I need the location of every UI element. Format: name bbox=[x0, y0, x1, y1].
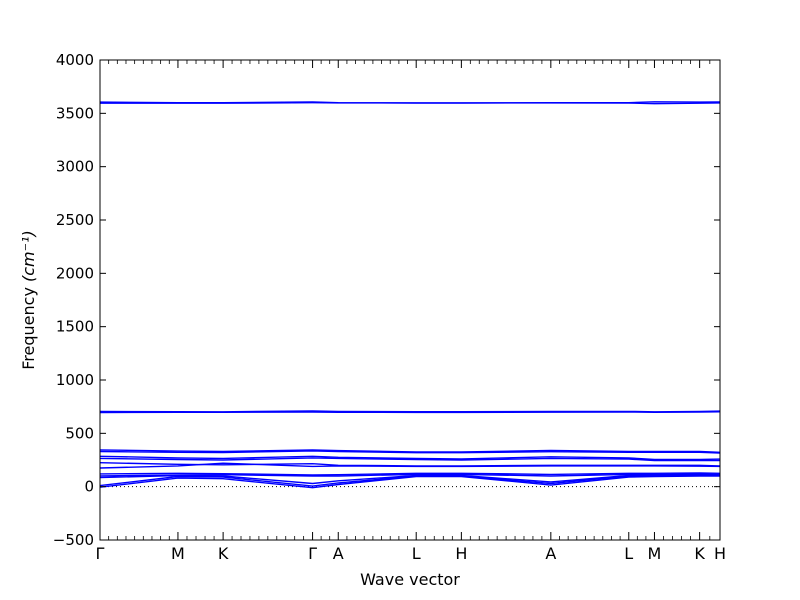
y-axis-label-unit: (cm⁻¹) bbox=[19, 230, 38, 282]
x-tick-label: Γ bbox=[96, 544, 105, 563]
y-tick-label: 0 bbox=[84, 478, 94, 496]
band-line-12 bbox=[99, 473, 721, 477]
x-tick-label: K bbox=[218, 544, 229, 563]
band-line-2 bbox=[100, 101, 721, 105]
band-line-7 bbox=[99, 455, 721, 461]
band-line-10 bbox=[99, 462, 721, 469]
band-line-4 bbox=[99, 411, 721, 414]
x-tick-label: L bbox=[624, 544, 633, 563]
x-axis-label: Wave vector bbox=[360, 570, 460, 589]
x-tick-label: A bbox=[545, 544, 556, 563]
x-tick-label: H bbox=[455, 544, 467, 563]
x-tick-label: K bbox=[694, 544, 705, 563]
y-axis-ticks: −500 0 500 1000 1500 2000 2500 3000 3500 4000 bbox=[53, 51, 720, 549]
y-axis-label: Frequency (cm⁻¹) bbox=[19, 230, 38, 369]
x-tick-label: M bbox=[171, 544, 185, 563]
band-line-15 bbox=[99, 475, 720, 489]
band-line-6 bbox=[99, 450, 721, 454]
y-axis-label-text: Frequency bbox=[19, 287, 38, 370]
plot-frame bbox=[99, 59, 721, 541]
y-tick-label: 1000 bbox=[56, 371, 94, 389]
band-series-group bbox=[99, 101, 721, 489]
y-tick-label: 3000 bbox=[56, 158, 94, 176]
band-line-11 bbox=[99, 472, 721, 476]
y-tick-label: 2000 bbox=[56, 264, 94, 282]
y-tick-label: 3500 bbox=[56, 104, 94, 122]
x-tick-label: Γ bbox=[308, 544, 317, 563]
y-tick-label: 500 bbox=[65, 424, 94, 442]
x-tick-label: H bbox=[714, 544, 726, 563]
y-tick-label: 1500 bbox=[56, 318, 94, 336]
x-tick-label: A bbox=[333, 544, 344, 563]
x-tick-label: M bbox=[648, 544, 662, 563]
y-tick-label: 2500 bbox=[56, 211, 94, 229]
y-tick-label: 4000 bbox=[56, 51, 94, 69]
band-line-5 bbox=[99, 449, 721, 453]
band-line-8 bbox=[99, 457, 720, 462]
x-tick-label: L bbox=[412, 544, 421, 563]
y-tick-label: −500 bbox=[53, 531, 94, 549]
